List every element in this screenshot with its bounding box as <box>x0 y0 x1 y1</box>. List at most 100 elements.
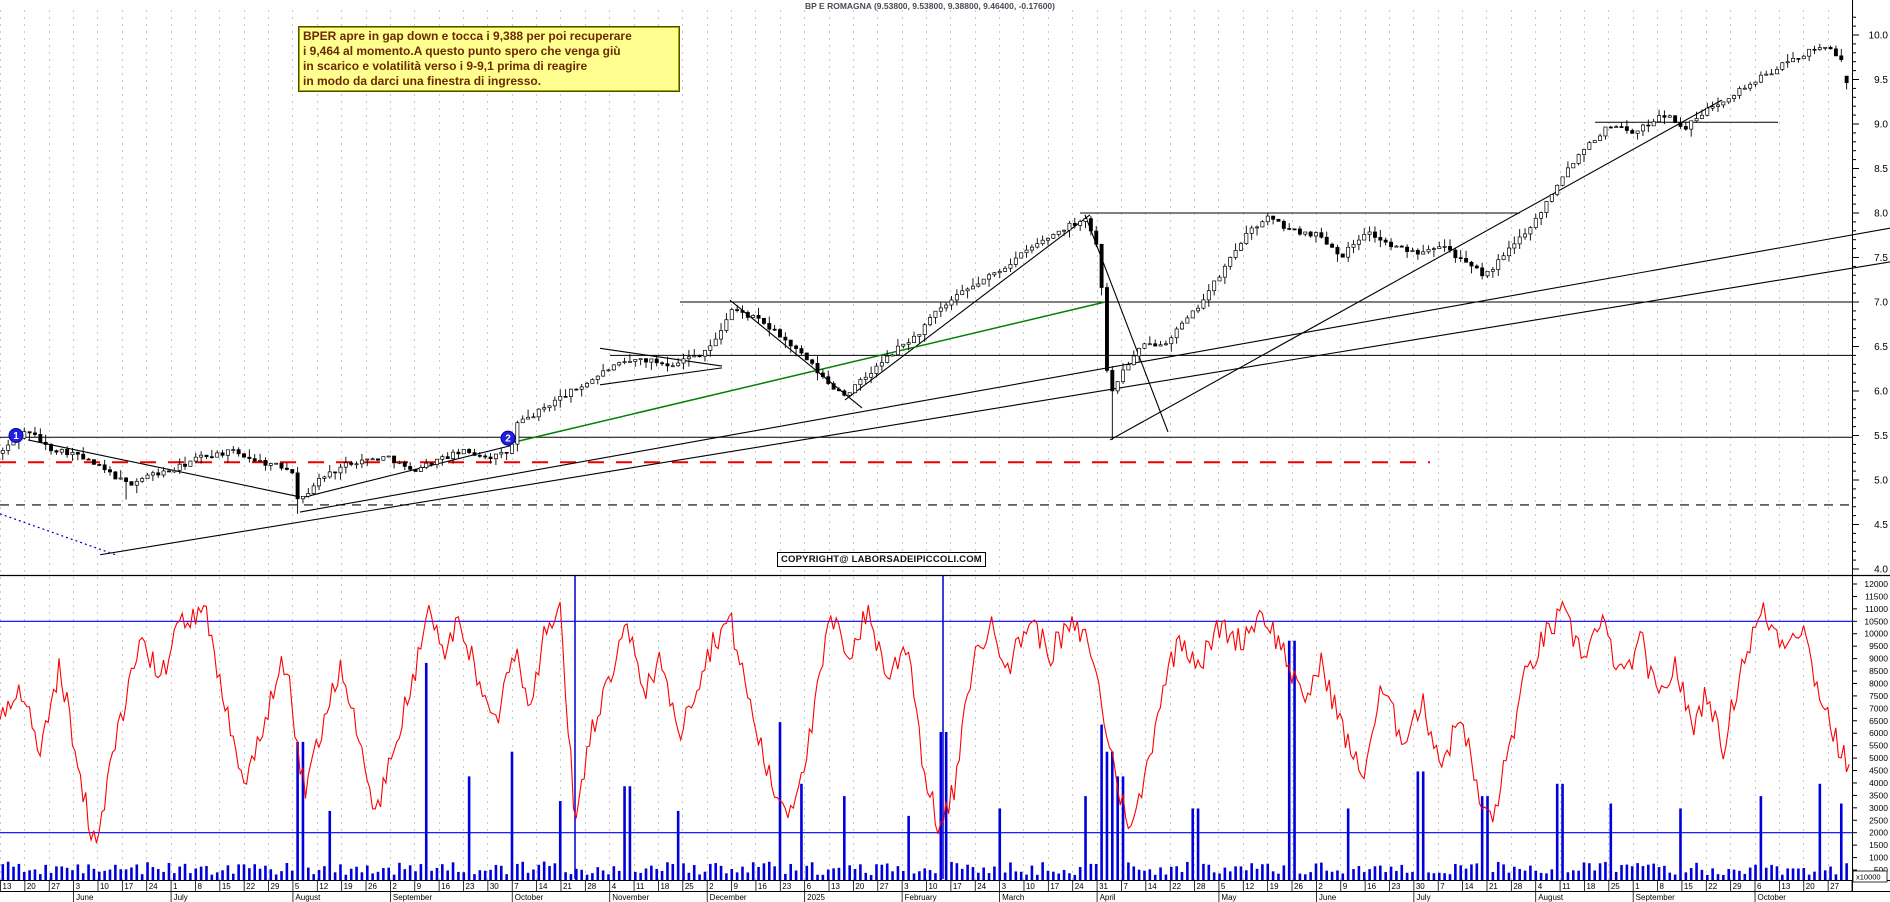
svg-text:26: 26 <box>368 882 377 891</box>
svg-text:19: 19 <box>344 882 353 891</box>
svg-text:25: 25 <box>685 882 694 891</box>
svg-text:1500: 1500 <box>1869 840 1888 850</box>
svg-text:10: 10 <box>100 882 109 891</box>
marker-1: 1 <box>8 428 24 443</box>
svg-text:24: 24 <box>1075 882 1084 891</box>
svg-text:5.0: 5.0 <box>1874 476 1888 487</box>
svg-text:22: 22 <box>246 882 255 891</box>
green-trendline <box>511 301 1106 444</box>
svg-text:28: 28 <box>587 882 596 891</box>
svg-text:12000: 12000 <box>1864 579 1888 589</box>
svg-text:9500: 9500 <box>1869 641 1888 651</box>
svg-text:7.5: 7.5 <box>1874 253 1888 264</box>
svg-text:16: 16 <box>441 882 450 891</box>
chart-title: BP E ROMAGNA (9.53800, 9.53800, 9.38800,… <box>805 1 1055 11</box>
svg-text:3: 3 <box>904 882 909 891</box>
svg-text:14: 14 <box>1148 882 1157 891</box>
svg-text:6.5: 6.5 <box>1874 342 1888 353</box>
trendlines <box>27 99 1890 556</box>
svg-text:1: 1 <box>13 431 19 442</box>
svg-text:9: 9 <box>417 882 422 891</box>
svg-text:14: 14 <box>539 882 548 891</box>
svg-text:23: 23 <box>782 882 791 891</box>
svg-text:24: 24 <box>977 882 986 891</box>
svg-text:17: 17 <box>124 882 133 891</box>
candles[interactable] <box>0 43 1849 514</box>
indicator-line <box>0 600 1850 844</box>
svg-text:August: August <box>1538 893 1564 902</box>
svg-text:5: 5 <box>1221 882 1226 891</box>
svg-text:5.5: 5.5 <box>1874 431 1888 442</box>
svg-text:1: 1 <box>173 882 178 891</box>
svg-text:10500: 10500 <box>1864 616 1888 626</box>
support-resistance-levels <box>0 121 1852 506</box>
svg-text:August: August <box>295 893 321 902</box>
svg-text:4: 4 <box>612 882 617 891</box>
svg-text:14: 14 <box>1465 882 1474 891</box>
svg-text:10: 10 <box>929 882 938 891</box>
svg-text:4500: 4500 <box>1869 766 1888 776</box>
svg-text:June: June <box>76 893 94 902</box>
svg-text:2500: 2500 <box>1869 815 1888 825</box>
svg-text:12: 12 <box>1245 882 1254 891</box>
svg-text:20: 20 <box>1806 882 1815 891</box>
note-line: in modo da darci una finestra di ingress… <box>303 74 542 88</box>
svg-text:27: 27 <box>51 882 60 891</box>
svg-text:5: 5 <box>295 882 300 891</box>
svg-text:3: 3 <box>76 882 81 891</box>
note-line: BPER apre in gap down e tocca i 9,388 pe… <box>303 29 632 43</box>
svg-text:25: 25 <box>1611 882 1620 891</box>
svg-text:9000: 9000 <box>1869 654 1888 664</box>
svg-text:17: 17 <box>1050 882 1059 891</box>
svg-text:23: 23 <box>1392 882 1401 891</box>
svg-text:September: September <box>1636 893 1675 902</box>
event-lines <box>574 576 944 879</box>
svg-text:4000: 4000 <box>1869 778 1888 788</box>
svg-text:9.0: 9.0 <box>1874 120 1888 131</box>
volume-multiplier: x10000 <box>1852 870 1888 883</box>
date-axis-months: June July August September October November De… <box>73 891 1786 902</box>
marker-2: 2 <box>500 430 516 446</box>
svg-text:7000: 7000 <box>1869 703 1888 713</box>
svg-text:15: 15 <box>222 882 231 891</box>
svg-text:4: 4 <box>1538 882 1543 891</box>
note-line: in scarico e volatilità verso i 9-9,1 pr… <box>303 59 588 73</box>
svg-text:16: 16 <box>758 882 767 891</box>
price-axis: 10.0 9.5 9.0 8.5 8.0 7.5 7.0 6.5 6.0 5.5 5.0 4.5 4.0 <box>1852 16 1889 576</box>
svg-text:9: 9 <box>1343 882 1348 891</box>
svg-text:18: 18 <box>1586 882 1595 891</box>
svg-text:2: 2 <box>392 882 397 891</box>
svg-text:10.0: 10.0 <box>1869 31 1889 42</box>
svg-text:8: 8 <box>197 882 202 891</box>
svg-text:30: 30 <box>490 882 499 891</box>
svg-text:29: 29 <box>1733 882 1742 891</box>
indicator-blue-levels <box>0 620 1852 834</box>
svg-text:20: 20 <box>27 882 36 891</box>
svg-text:3000: 3000 <box>1869 803 1888 813</box>
svg-text:7: 7 <box>514 882 519 891</box>
svg-text:1000: 1000 <box>1869 853 1888 863</box>
svg-text:7: 7 <box>1440 882 1445 891</box>
svg-text:3: 3 <box>1002 882 1007 891</box>
svg-text:5500: 5500 <box>1869 741 1888 751</box>
svg-text:9.5: 9.5 <box>1874 75 1888 86</box>
svg-text:x10000: x10000 <box>1856 873 1881 882</box>
svg-text:11: 11 <box>636 882 645 891</box>
svg-text:10: 10 <box>1026 882 1035 891</box>
svg-text:4.5: 4.5 <box>1874 520 1888 531</box>
svg-text:27: 27 <box>1830 882 1839 891</box>
svg-text:24: 24 <box>149 882 158 891</box>
svg-text:October: October <box>515 893 544 902</box>
svg-text:July: July <box>1416 893 1430 902</box>
svg-text:16: 16 <box>1367 882 1376 891</box>
svg-text:28: 28 <box>1513 882 1522 891</box>
svg-text:13: 13 <box>831 882 840 891</box>
svg-text:7.0: 7.0 <box>1874 298 1888 309</box>
svg-text:31: 31 <box>1099 882 1108 891</box>
svg-text:22: 22 <box>1172 882 1181 891</box>
svg-text:8: 8 <box>1660 882 1665 891</box>
svg-text:23: 23 <box>466 882 475 891</box>
note-line: i 9,464 al momento.A questo punto spero … <box>303 44 621 58</box>
